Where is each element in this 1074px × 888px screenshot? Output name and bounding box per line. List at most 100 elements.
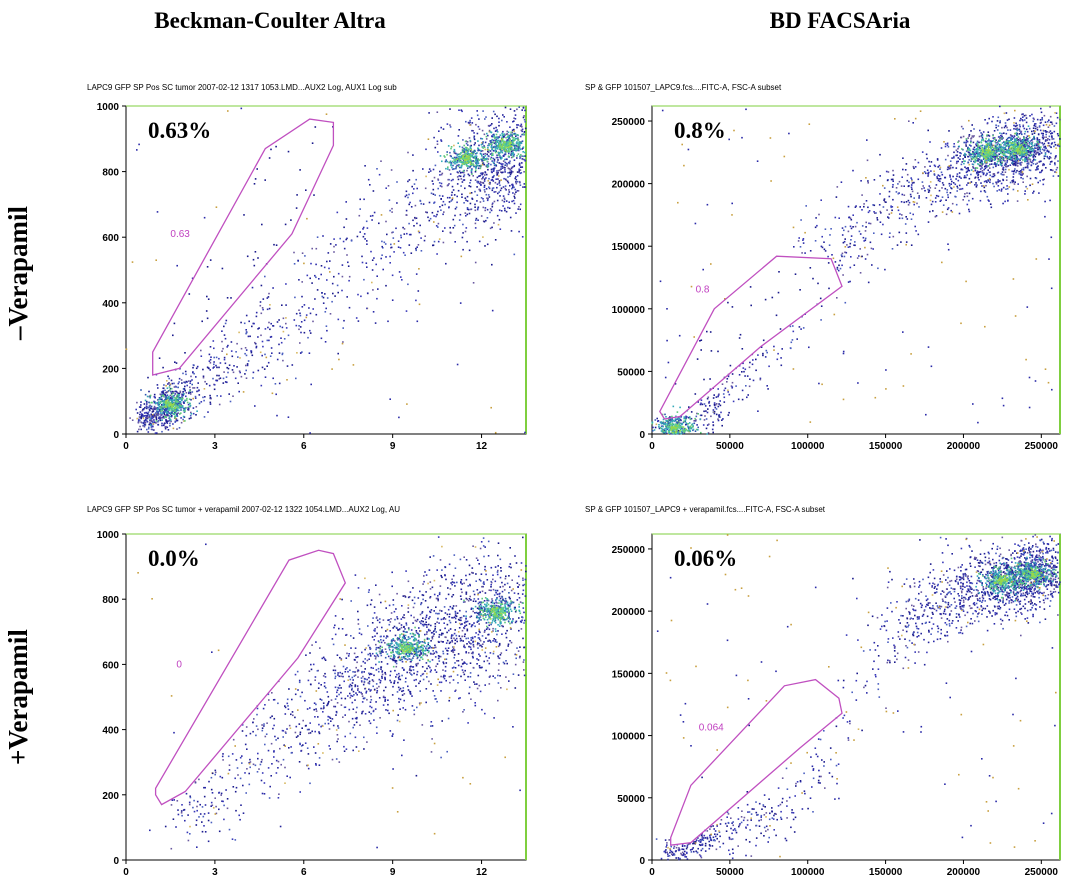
event-dot <box>929 199 932 202</box>
sp-gate-polygon <box>152 118 335 376</box>
dense-event-dot <box>450 155 452 158</box>
dense-event-dot <box>171 406 173 408</box>
event-dot <box>500 210 503 212</box>
event-dot <box>865 226 867 228</box>
dense-event-dot <box>667 429 670 432</box>
event-dot <box>509 160 511 162</box>
event-dot <box>156 384 159 386</box>
event-dot <box>320 337 323 340</box>
event-dot <box>1035 168 1038 171</box>
event-dot <box>259 304 262 307</box>
event-dot <box>371 269 374 271</box>
event-dot <box>824 228 827 230</box>
event-dot <box>996 143 999 146</box>
dense-event-dot <box>449 160 452 163</box>
event-dot <box>970 137 973 139</box>
event-dot <box>270 335 273 338</box>
event-dot <box>804 231 806 234</box>
event-dot <box>160 413 162 416</box>
dense-event-dot <box>166 412 168 414</box>
dense-event-dot <box>475 152 477 155</box>
event-dot <box>928 171 930 174</box>
event-dot <box>990 140 992 142</box>
dense-event-dot <box>166 398 168 400</box>
event-dot <box>408 203 410 206</box>
event-dot <box>1025 185 1027 188</box>
event-dot <box>410 252 413 254</box>
event-dot <box>859 248 861 250</box>
dense-event-dot <box>159 397 162 400</box>
event-dot <box>1024 145 1027 148</box>
event-dot <box>990 163 993 165</box>
event-dot <box>489 181 491 184</box>
event-dot <box>342 327 344 329</box>
dense-event-dot <box>474 156 476 159</box>
dense-event-dot <box>463 144 465 147</box>
event-dot <box>878 204 881 206</box>
event-dot <box>955 162 958 165</box>
dense-event-dot <box>166 404 168 407</box>
dense-event-dot <box>977 147 979 149</box>
event-dot <box>153 415 155 418</box>
event-dot <box>485 219 487 222</box>
event-dot <box>438 182 441 184</box>
event-dot <box>1039 122 1042 124</box>
event-dot <box>1048 144 1051 147</box>
dense-event-dot <box>151 401 153 404</box>
dense-event-dot <box>666 428 669 431</box>
event-dot <box>1032 127 1035 129</box>
event-dot <box>476 110 478 112</box>
event-dot <box>877 267 879 270</box>
event-dot <box>143 422 145 424</box>
event-dot <box>809 250 812 252</box>
dense-event-dot <box>164 408 167 410</box>
event-dot <box>475 156 478 159</box>
dense-event-dot <box>469 155 472 157</box>
dense-event-dot <box>458 159 460 162</box>
event-dot <box>165 418 167 421</box>
dense-event-dot <box>671 431 674 434</box>
event-dot <box>486 197 488 199</box>
dense-event-dot <box>991 146 993 148</box>
event-dot <box>144 422 147 424</box>
dense-event-dot <box>515 142 518 144</box>
dense-event-dot <box>975 155 977 158</box>
outlier-event-dot <box>406 403 408 405</box>
event-dot <box>314 274 316 277</box>
event-dot <box>260 334 262 337</box>
event-dot <box>1001 173 1004 176</box>
dense-event-dot <box>510 145 513 147</box>
event-dot <box>494 130 497 132</box>
event-dot <box>1057 143 1059 146</box>
event-dot <box>1013 158 1016 160</box>
event-dot <box>372 311 375 313</box>
dense-event-dot <box>510 139 513 142</box>
dense-event-dot <box>478 149 480 152</box>
event-dot <box>147 431 150 433</box>
event-dot <box>392 231 394 233</box>
event-dot <box>1043 136 1045 139</box>
dense-event-dot <box>976 148 978 150</box>
event-dot <box>1006 161 1008 164</box>
event-dot <box>1049 163 1051 165</box>
event-dot <box>741 389 744 392</box>
dense-event-dot <box>673 425 675 428</box>
event-dot <box>963 154 965 156</box>
event-dot <box>699 414 702 417</box>
dense-event-dot <box>985 143 988 146</box>
event-dot <box>700 414 703 417</box>
event-dot <box>518 170 520 172</box>
dense-event-dot <box>471 173 473 175</box>
event-dot <box>153 419 155 421</box>
event-dot <box>155 417 158 419</box>
event-dot <box>278 319 280 321</box>
event-dot <box>799 246 802 248</box>
event-dot <box>519 172 522 175</box>
event-dot <box>1009 181 1012 184</box>
event-dot <box>415 178 417 181</box>
event-dot <box>1032 162 1035 165</box>
dense-event-dot <box>507 146 509 149</box>
event-dot <box>1001 156 1003 158</box>
dense-event-dot <box>974 161 976 164</box>
event-dot <box>424 235 426 237</box>
